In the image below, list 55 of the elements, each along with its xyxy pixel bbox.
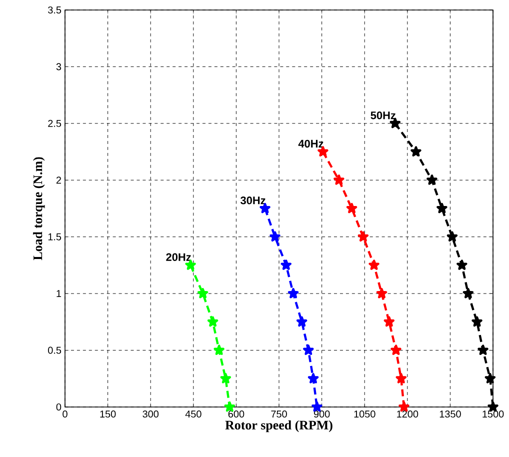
point — [288, 288, 299, 298]
point — [390, 118, 400, 128]
point — [390, 344, 402, 355]
series-label: 50Hz — [370, 111, 396, 120]
x-tick-label: 600 — [228, 410, 244, 418]
x-tick-label: 1050 — [354, 410, 376, 418]
y-tick-label: 1 — [56, 290, 62, 297]
x-tick-label: 150 — [100, 410, 116, 418]
point — [396, 373, 406, 384]
point — [426, 174, 438, 185]
point — [214, 344, 224, 355]
point — [220, 373, 232, 384]
point — [358, 231, 369, 242]
y-tick-label: 3.5 — [48, 6, 62, 14]
y-tick-label: 2 — [56, 176, 61, 184]
point — [224, 401, 236, 412]
y-tick-label: 1.5 — [48, 233, 62, 240]
point — [456, 260, 468, 270]
x-tick-label: 750 — [271, 410, 287, 418]
point — [270, 231, 280, 242]
point — [410, 146, 422, 156]
point — [334, 174, 344, 185]
x-tick-label: 0 — [62, 410, 68, 418]
series-label: 40Hz — [298, 140, 324, 148]
point — [346, 202, 358, 214]
point — [446, 231, 458, 242]
point — [368, 260, 380, 270]
x-tick-label: 900 — [314, 410, 330, 418]
x-tick-label: 1350 — [440, 410, 461, 418]
point — [260, 202, 270, 214]
point — [384, 316, 395, 327]
point — [280, 260, 292, 270]
point — [308, 373, 319, 384]
y-tick-label: 2.5 — [48, 120, 62, 127]
point — [296, 316, 308, 327]
point — [436, 202, 448, 214]
x-axis-title: Rotor speed (RPM) — [225, 420, 332, 432]
series-label: 20Hz — [166, 253, 191, 262]
x-tick-label: 300 — [142, 410, 159, 418]
point — [472, 316, 482, 327]
point — [185, 260, 196, 270]
y-tick-label: 0 — [56, 403, 62, 411]
point — [478, 344, 488, 355]
point — [484, 373, 496, 384]
y-tick-label: 3 — [56, 63, 62, 70]
x-tick-label: 450 — [185, 410, 202, 418]
series-label: 30Hz — [240, 196, 266, 204]
point — [197, 288, 208, 298]
y-tick-label: 0.5 — [48, 346, 62, 354]
x-tick-label: 1200 — [397, 410, 418, 418]
point — [376, 288, 388, 298]
y-axis-title: Load torque (N.m) — [33, 157, 45, 260]
point — [462, 288, 474, 298]
point — [303, 344, 314, 355]
point — [207, 316, 218, 327]
